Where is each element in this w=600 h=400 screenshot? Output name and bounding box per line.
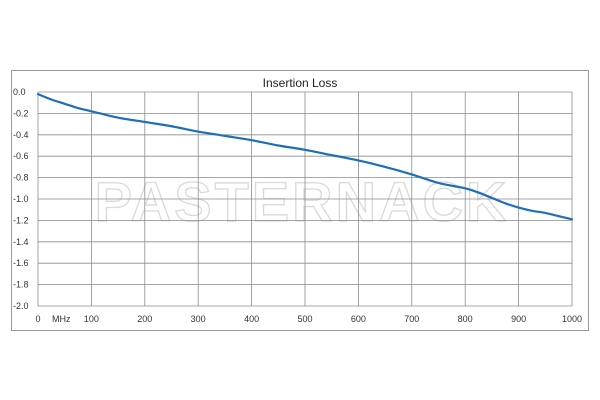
y-tick-labels: 0.0 -0.2 -0.4 -0.6 -0.8 -1.0 -1.2 -1.4 -1.6 -1.8 -… [13,87,29,311]
grid [37,91,573,307]
y-tick-label: -0.8 [13,173,29,183]
y-tick-label: -0.4 [13,130,29,140]
x-tick-label: 900 [511,314,526,324]
x-tick-labels: 0 100 200 300 400 500 600 700 800 900 1000 [35,314,582,324]
y-tick-label: -0.6 [13,151,29,161]
x-tick-label: 1000 [562,314,582,324]
x-tick-label: 500 [297,314,312,324]
x-tick-label: 0 [35,314,40,324]
y-tick-label: -2.0 [13,301,29,311]
y-tick-label: -1.8 [13,280,29,290]
chart-title: Insertion Loss [263,76,338,90]
x-tick-label: 400 [244,314,259,324]
y-tick-label: -0.2 [13,108,29,118]
y-tick-label: -1.4 [13,237,29,247]
x-tick-label: 300 [191,314,206,324]
x-tick-label: 800 [458,314,473,324]
y-tick-label: -1.0 [13,194,29,204]
x-tick-label: 100 [84,314,99,324]
insertion-loss-line [36,93,574,221]
x-unit-label: MHz [52,314,71,324]
x-tick-label: 700 [404,314,419,324]
x-tick-label: 200 [137,314,152,324]
y-tick-label: -1.6 [13,258,29,268]
y-tick-label: -1.2 [13,215,29,225]
watermark: PASTERNACK [95,170,510,233]
x-tick-label: 600 [351,314,366,324]
y-tick-label: 0.0 [13,87,26,97]
series-layer [36,93,574,221]
